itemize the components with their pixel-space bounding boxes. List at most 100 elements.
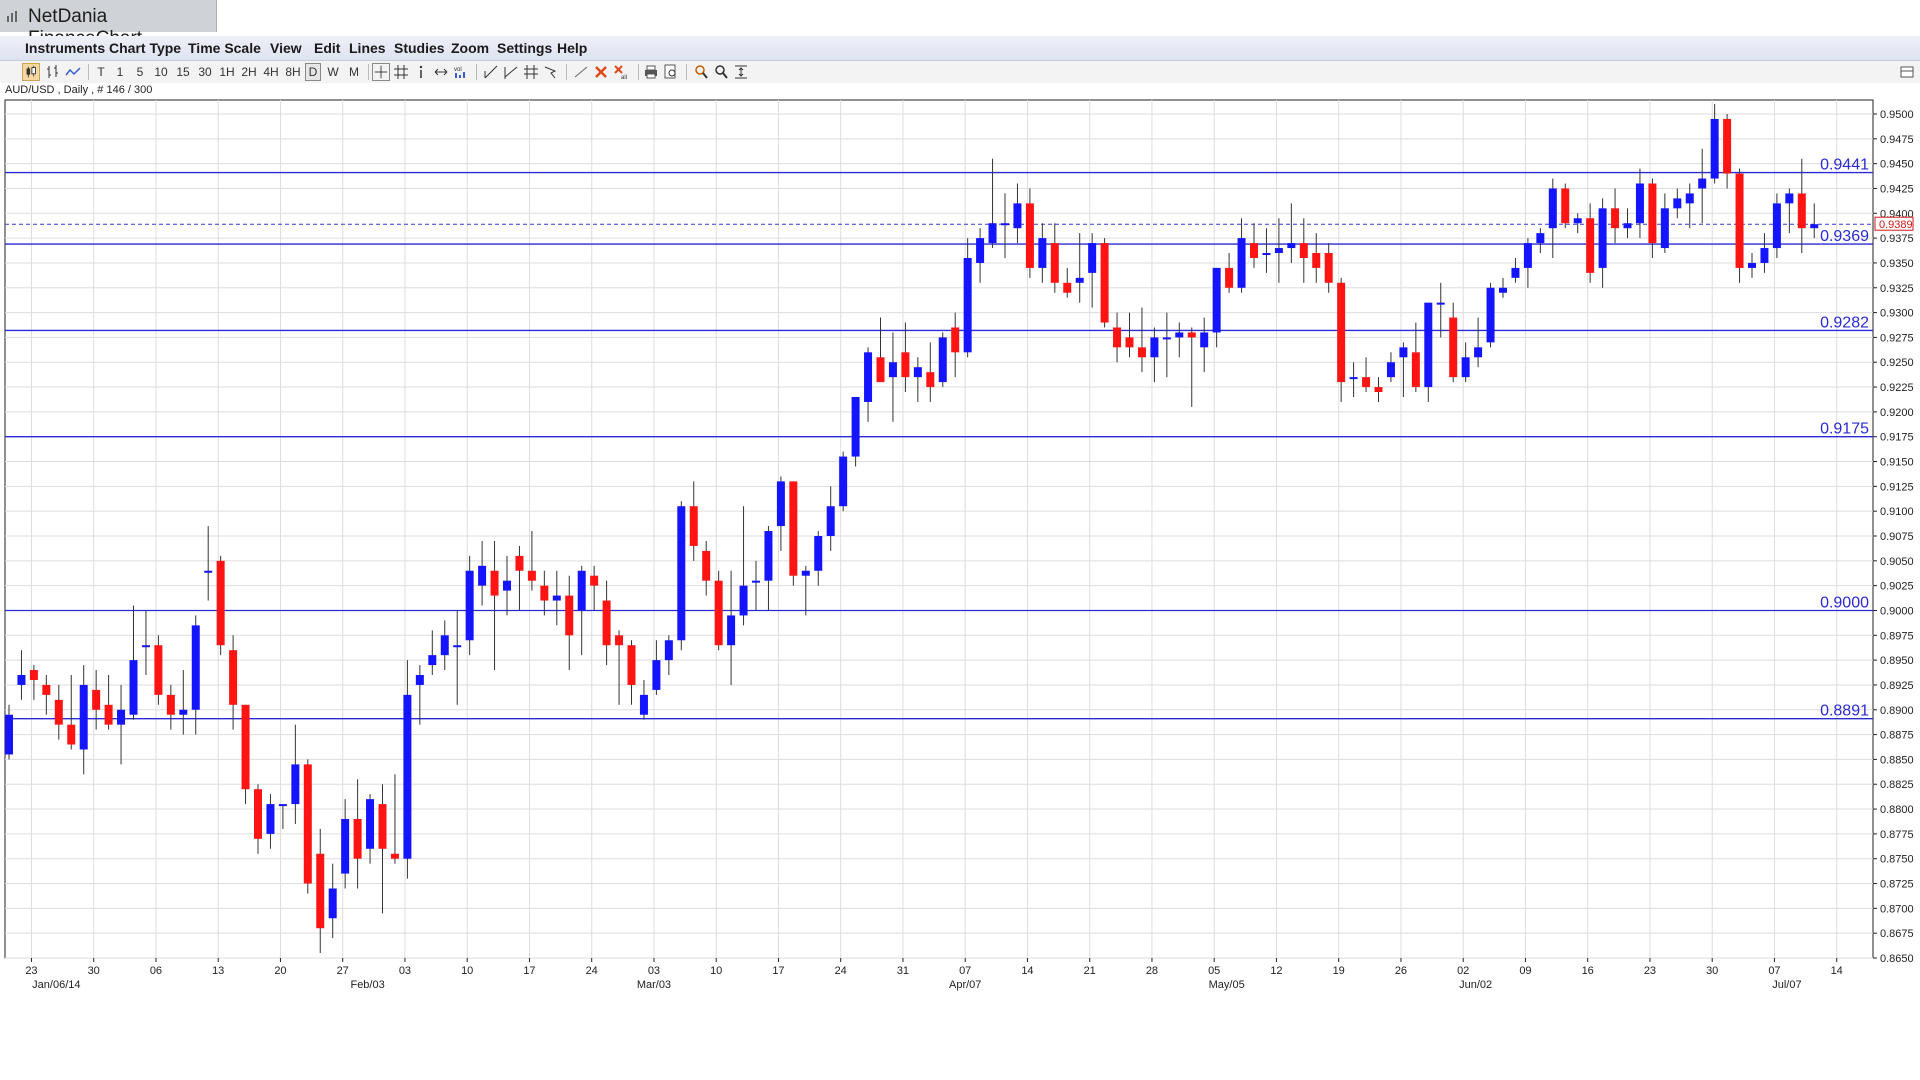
candle-down bbox=[390, 853, 399, 859]
y-tick-label: 0.9225 bbox=[1880, 382, 1914, 394]
y-tick-label: 0.8800 bbox=[1880, 804, 1914, 816]
candle-down bbox=[615, 635, 624, 646]
candle-up bbox=[1511, 267, 1520, 278]
arrow-tool-icon[interactable] bbox=[542, 63, 560, 81]
menu-help[interactable]: Help bbox=[557, 40, 588, 56]
zoom-in-icon[interactable] bbox=[692, 63, 710, 81]
print-preview-icon[interactable] bbox=[662, 63, 680, 81]
bar-chart-icon[interactable] bbox=[44, 63, 62, 81]
candlestick-icon[interactable] bbox=[22, 63, 40, 81]
menu-edit[interactable]: Edit bbox=[314, 40, 341, 56]
candle-up bbox=[1698, 178, 1707, 189]
fork-icon[interactable] bbox=[522, 63, 540, 81]
candle-down bbox=[154, 645, 163, 695]
candle-up bbox=[1685, 193, 1694, 204]
x-tick-label: 23 bbox=[25, 965, 37, 977]
x-tick-label: 03 bbox=[399, 965, 411, 977]
timeframe-15min[interactable]: 15 bbox=[176, 65, 190, 79]
candle-up bbox=[415, 675, 424, 685]
zoom-fit-icon[interactable] bbox=[732, 63, 750, 81]
info-icon[interactable] bbox=[412, 63, 430, 81]
candle-down bbox=[1125, 337, 1134, 348]
candle-up bbox=[403, 694, 412, 859]
candle-up bbox=[1075, 277, 1084, 283]
timeframe-2h[interactable]: 2H bbox=[241, 65, 257, 79]
chart-area[interactable]: 0.9500 0.9475 0.9450 0.9425 0.9400 0.9375 0.93… bbox=[0, 96, 1920, 1005]
panel-toggle-icon[interactable] bbox=[1898, 63, 1916, 81]
candlestick-chart[interactable]: 0.95000.94750.94500.94250.94000.93750.93… bbox=[0, 96, 1920, 1000]
crosshair-icon[interactable] bbox=[372, 63, 390, 81]
candle-up bbox=[79, 684, 88, 750]
y-tick-label: 0.8875 bbox=[1880, 730, 1914, 742]
candle-up bbox=[503, 580, 511, 591]
candle-up bbox=[1274, 248, 1283, 254]
menu-zoom[interactable]: Zoom bbox=[451, 40, 490, 56]
candle-up bbox=[1212, 267, 1221, 333]
menu-view[interactable]: View bbox=[270, 40, 302, 56]
x-tick-label: 10 bbox=[461, 965, 473, 977]
menu-studies[interactable]: Studies bbox=[394, 40, 445, 56]
menu-lines[interactable]: Lines bbox=[349, 40, 386, 56]
channel-icon[interactable] bbox=[502, 63, 520, 81]
timeframe-4h[interactable]: 4H bbox=[263, 65, 279, 79]
timeframe-monthly[interactable]: M bbox=[349, 65, 359, 79]
candle-up bbox=[1001, 223, 1009, 226]
draw-line-icon[interactable] bbox=[572, 63, 590, 81]
candle-up bbox=[963, 257, 972, 353]
candle-up bbox=[913, 367, 922, 378]
candle-up bbox=[988, 223, 997, 244]
candle-up bbox=[1474, 347, 1483, 358]
timeframe-30min[interactable]: 30 bbox=[198, 65, 212, 79]
trendline-icon[interactable] bbox=[482, 63, 500, 81]
delete-all-icon[interactable]: all bbox=[612, 63, 630, 81]
menu-settings[interactable]: Settings bbox=[497, 40, 553, 56]
print-icon[interactable] bbox=[642, 63, 660, 81]
y-tick-label: 0.8825 bbox=[1880, 779, 1914, 791]
candle-down bbox=[565, 595, 574, 636]
delete-icon[interactable] bbox=[592, 63, 610, 81]
window-tab[interactable]: NetDania FinanceChart bbox=[0, 0, 217, 49]
y-tick-label: 0.9475 bbox=[1880, 134, 1914, 146]
candle-down bbox=[1324, 253, 1333, 283]
candle-up bbox=[839, 456, 848, 507]
y-tick-label: 0.9050 bbox=[1880, 556, 1914, 568]
level-label: 0.9441 bbox=[1820, 157, 1869, 174]
timeframe-tick[interactable]: T bbox=[97, 65, 105, 79]
level-label: 0.9282 bbox=[1820, 314, 1869, 331]
x-tick-label: 23 bbox=[1644, 965, 1656, 977]
x-tick-label: 19 bbox=[1333, 965, 1345, 977]
menu-chart-type[interactable]: Chart Type bbox=[109, 40, 182, 56]
timeframe-daily[interactable]: D bbox=[305, 63, 321, 81]
timeframe-1h[interactable]: 1H bbox=[219, 65, 235, 79]
grid-icon[interactable] bbox=[392, 63, 410, 81]
timeframe-10min[interactable]: 10 bbox=[154, 65, 168, 79]
candle-down bbox=[901, 352, 910, 378]
title-bar: NetDania FinanceChart bbox=[0, 0, 1920, 49]
candle-up bbox=[1536, 233, 1545, 244]
candle-up bbox=[1237, 238, 1246, 288]
arrows-icon[interactable] bbox=[432, 63, 450, 81]
x-tick-label: 09 bbox=[1519, 965, 1531, 977]
y-tick-label: 0.9450 bbox=[1880, 159, 1914, 171]
candle-down bbox=[1586, 218, 1595, 273]
y-tick-label: 0.9300 bbox=[1880, 308, 1914, 320]
candle-up bbox=[1038, 238, 1047, 268]
line-chart-icon[interactable] bbox=[64, 63, 82, 81]
volume-icon[interactable]: vol bbox=[452, 63, 470, 81]
candle-down bbox=[166, 694, 175, 715]
candle-up bbox=[739, 585, 748, 616]
timeframe-5min[interactable]: 5 bbox=[136, 65, 144, 79]
menu-time-scale[interactable]: Time Scale bbox=[188, 40, 261, 56]
candle-up bbox=[465, 570, 474, 641]
candle-up bbox=[1573, 218, 1582, 224]
candle-up bbox=[191, 625, 200, 710]
menu-instruments[interactable]: Instruments bbox=[25, 40, 106, 56]
zoom-out-icon[interactable] bbox=[712, 63, 730, 81]
candle-down bbox=[1411, 352, 1420, 388]
candle-up bbox=[1349, 377, 1358, 380]
timeframe-weekly[interactable]: W bbox=[327, 65, 339, 79]
candle-down bbox=[1611, 208, 1620, 229]
timeframe-1min[interactable]: 1 bbox=[116, 65, 124, 79]
candle-down bbox=[689, 506, 698, 546]
timeframe-8h[interactable]: 8H bbox=[285, 65, 301, 79]
